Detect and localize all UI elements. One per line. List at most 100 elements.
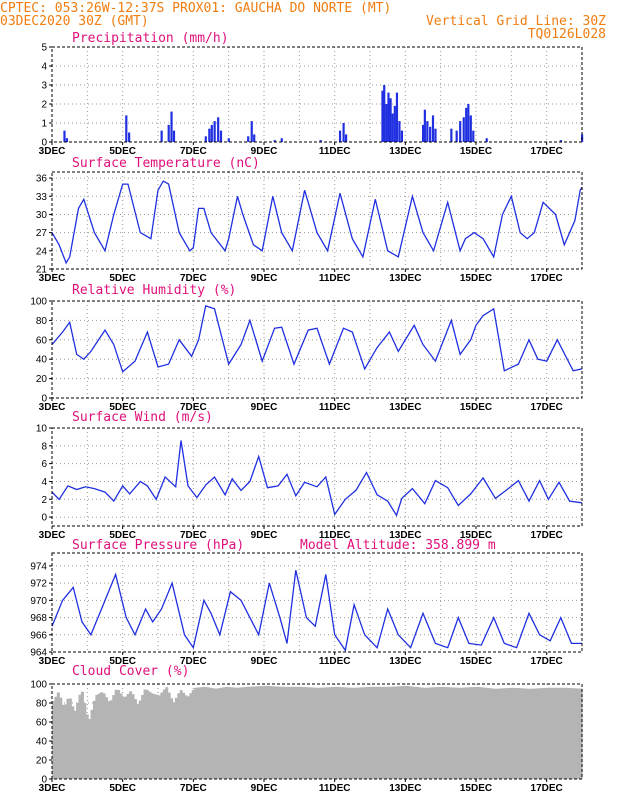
pressure-title: Surface Pressure (hPa) — [72, 538, 244, 553]
cloud-column — [196, 687, 200, 779]
precip-ytick-label: 3 — [41, 81, 47, 92]
cloud-column — [64, 704, 68, 779]
cloud-column — [259, 686, 263, 779]
cloud-column — [461, 687, 465, 779]
cloud-column — [569, 688, 573, 779]
cloud-column — [319, 687, 323, 779]
cloud-column — [100, 692, 104, 779]
cloud-column — [213, 688, 217, 779]
cloud-column — [95, 694, 99, 779]
precip-bar — [213, 121, 216, 142]
cloud-column — [295, 686, 299, 779]
pressure-xtick-label: 7DEC — [180, 656, 207, 667]
cloud-frame — [51, 683, 583, 780]
cloud-column — [143, 689, 147, 779]
cloud-column — [345, 687, 349, 779]
cloud-column — [444, 687, 448, 779]
cloud-column — [203, 686, 207, 779]
cloud-column — [384, 686, 388, 779]
cloud-column — [191, 689, 195, 779]
cloud-column — [533, 688, 537, 779]
cloud-column — [88, 718, 92, 779]
cloud-column — [442, 686, 446, 779]
cloud-column — [208, 687, 212, 779]
cloud-column — [141, 694, 145, 779]
cloud-column — [273, 686, 277, 779]
wind-ytick-label: 0 — [41, 513, 47, 524]
precip-bar — [469, 115, 472, 142]
precip-bar — [385, 104, 388, 142]
pressure-ytick-label: 974 — [30, 561, 47, 572]
cloud-column — [447, 687, 451, 779]
cloud-column — [73, 710, 77, 779]
cloud-column — [251, 686, 255, 779]
temp-xtick-label: 17DEC — [531, 273, 563, 284]
cloud-ytick-label: 20 — [36, 756, 48, 767]
precip-bar — [253, 134, 256, 142]
precip-bar — [423, 109, 426, 142]
cloud-column — [153, 694, 157, 779]
cloud-column — [488, 688, 492, 779]
cloud-xtick-label: 13DEC — [389, 783, 421, 794]
cloud-column — [76, 702, 80, 779]
precip-xtick-label: 11DEC — [319, 146, 351, 157]
precip-bar — [393, 105, 396, 142]
precip-bar — [434, 128, 437, 142]
cloud-column — [557, 687, 561, 779]
temp-ytick-label: 24 — [36, 246, 48, 257]
precip-bar — [167, 124, 170, 142]
cloud-column — [406, 685, 410, 779]
wind-xtick-label: 13DEC — [389, 530, 421, 541]
cloud-column — [485, 687, 489, 779]
rh-ytick-label: 20 — [36, 374, 48, 385]
cloud-column — [179, 690, 183, 779]
cloud-column — [362, 687, 366, 779]
cloud-column — [71, 706, 75, 779]
cloud-column — [336, 686, 340, 779]
cloud-column — [136, 703, 140, 779]
cloud-column — [227, 687, 231, 779]
cloud-column — [283, 686, 287, 779]
precip-bar — [273, 140, 276, 142]
cloud-column — [355, 687, 359, 779]
cloud-column — [553, 687, 557, 779]
cloud-column — [256, 686, 260, 779]
cloud-column — [365, 687, 369, 779]
cloud-column — [478, 687, 482, 779]
precip-bar — [342, 123, 345, 142]
cloud-column — [370, 686, 374, 779]
cloud-column — [572, 688, 576, 779]
precip-bar — [387, 92, 390, 142]
cloud-column — [271, 686, 275, 779]
temp-frame — [51, 171, 583, 270]
cloud-column — [560, 687, 564, 779]
precip-bar — [426, 121, 429, 142]
cloud-column — [165, 687, 169, 779]
cloud-column — [512, 687, 516, 779]
precip-xtick-label: 15DEC — [460, 146, 492, 157]
wind-xtick-label: 9DEC — [251, 530, 278, 541]
cloud-xtick-label: 3DEC — [39, 783, 66, 794]
cloud-column — [220, 687, 224, 779]
precip-bar — [381, 90, 384, 142]
cloud-column — [536, 688, 540, 779]
rh-xtick-label: 11DEC — [319, 402, 351, 413]
precip-bar — [172, 130, 176, 142]
rh-title: Relative Humidity (%) — [72, 283, 236, 298]
cloud-column — [495, 688, 499, 779]
cloud-column — [264, 685, 268, 779]
cloud-column — [360, 687, 364, 779]
cloud-column — [52, 701, 56, 779]
cloud-column — [471, 687, 475, 779]
cloud-column — [56, 692, 60, 779]
precip-title: Precipitation (mm/h) — [72, 31, 229, 46]
cloud-column — [514, 687, 518, 779]
cloud-column — [565, 687, 569, 779]
cloud-column — [394, 686, 398, 779]
cloud-column — [85, 714, 89, 779]
cloud-column — [338, 687, 342, 779]
precip-bar — [400, 130, 403, 142]
cloud-column — [304, 687, 308, 779]
cloud-column — [232, 687, 236, 779]
